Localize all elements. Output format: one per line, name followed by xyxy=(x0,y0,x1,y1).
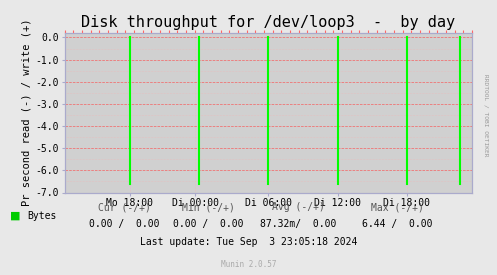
Text: Cur (-/+): Cur (-/+) xyxy=(98,202,151,212)
Text: Max (-/+): Max (-/+) xyxy=(371,202,424,212)
Y-axis label: Pr second read (-) / write (+): Pr second read (-) / write (+) xyxy=(21,19,31,207)
Text: 87.32m/  0.00: 87.32m/ 0.00 xyxy=(260,219,336,229)
Text: Munin 2.0.57: Munin 2.0.57 xyxy=(221,260,276,269)
Text: 0.00 /  0.00: 0.00 / 0.00 xyxy=(89,219,160,229)
Text: ■: ■ xyxy=(10,211,20,221)
Text: Avg (-/+): Avg (-/+) xyxy=(272,202,325,212)
Text: Last update: Tue Sep  3 23:05:18 2024: Last update: Tue Sep 3 23:05:18 2024 xyxy=(140,237,357,247)
Text: RRDTOOL / TOBI OETIKER: RRDTOOL / TOBI OETIKER xyxy=(484,74,489,157)
Text: Bytes: Bytes xyxy=(27,211,57,221)
Title: Disk throughput for /dev/loop3  -  by day: Disk throughput for /dev/loop3 - by day xyxy=(82,15,455,31)
Text: 6.44 /  0.00: 6.44 / 0.00 xyxy=(362,219,433,229)
Text: 0.00 /  0.00: 0.00 / 0.00 xyxy=(173,219,244,229)
Text: Min (-/+): Min (-/+) xyxy=(182,202,235,212)
